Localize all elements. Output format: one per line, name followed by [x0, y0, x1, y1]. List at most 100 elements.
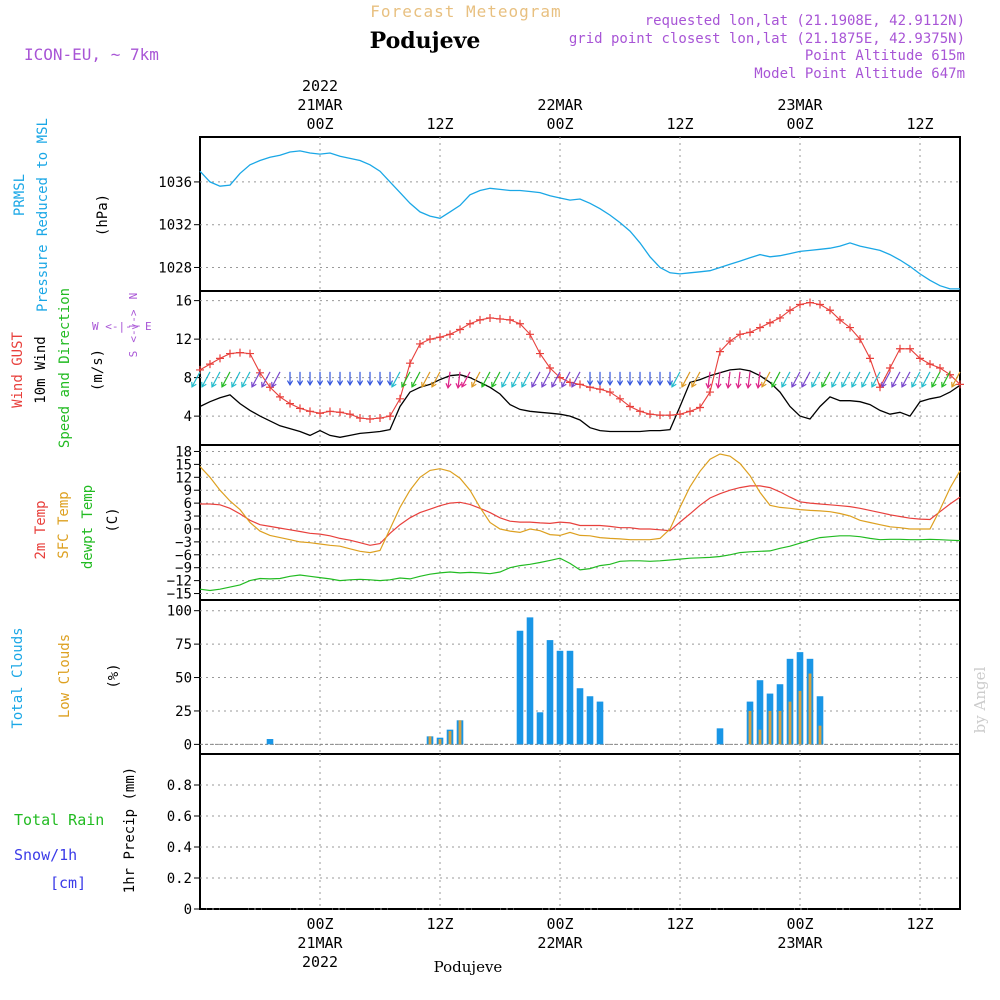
gust-marker	[796, 300, 804, 309]
wind-arrow-head	[626, 380, 634, 387]
wind-arrow-head	[326, 380, 334, 387]
y-tick-label: 1036	[158, 175, 192, 191]
time-label: 00Z	[786, 115, 813, 133]
wind-arrow-head	[801, 381, 807, 388]
wind-arrow-head	[891, 381, 897, 388]
wind-arrow	[431, 371, 441, 388]
wind-arrow	[681, 371, 691, 388]
wind-arrow-head	[691, 381, 697, 388]
gust-marker	[566, 378, 574, 387]
wind-arrow	[211, 371, 221, 388]
y-tick-label: 100	[167, 604, 192, 620]
wind-arrow	[521, 371, 531, 388]
gust-marker	[266, 383, 274, 392]
time-label: 22MAR	[537, 96, 583, 114]
wind-arrow-head	[881, 381, 887, 388]
wind-arrow	[727, 371, 731, 388]
wind-arrow	[491, 371, 501, 388]
wind-arrow	[931, 371, 941, 388]
bar-low-clouds	[788, 701, 792, 745]
wind-arrow	[811, 371, 821, 388]
time-label: 00Z	[306, 915, 333, 933]
wind-arrow-head	[921, 381, 927, 388]
time-label: 00Z	[546, 115, 573, 133]
time-label: 12Z	[426, 915, 453, 933]
wind-arrow-head	[191, 381, 197, 388]
time-label: 12Z	[906, 115, 933, 133]
wind-arrow-head	[671, 381, 677, 388]
watermark: by Angel	[971, 666, 989, 733]
gust-marker	[546, 364, 554, 372]
wind-arrow	[401, 371, 411, 388]
model-name: ICON-EU, ~ 7km	[24, 45, 159, 64]
wind-arrow	[231, 371, 241, 388]
bar-total-clouds	[566, 650, 574, 745]
wind-arrow-head	[551, 381, 557, 388]
bar-total-clouds	[556, 650, 564, 745]
y-tick-label: −9	[175, 561, 192, 577]
gust-marker	[906, 344, 914, 353]
wind-arrow	[781, 371, 791, 388]
wind-arrow-head	[221, 381, 227, 388]
bar-total-clouds	[716, 728, 724, 745]
wind-arrow	[921, 371, 931, 388]
wind-arrow-head	[951, 381, 957, 388]
gridpoint-location: grid point closest lon,lat (21.1875E, 42…	[569, 31, 965, 47]
label-direction: Speed and Direction	[57, 288, 73, 448]
series-pressure	[199, 150, 960, 290]
wind-arrow-head	[336, 380, 344, 387]
gust-marker	[456, 325, 464, 334]
gust-marker	[676, 410, 684, 419]
wind-arrow-head	[656, 380, 664, 387]
wind-arrow	[951, 371, 961, 388]
wind-arrow	[271, 371, 281, 388]
gust-marker	[776, 313, 784, 322]
y-tick-label: −12	[167, 574, 192, 590]
gust-marker	[896, 344, 904, 353]
y-tick-label: 8	[184, 371, 192, 387]
label-clouds-unit: (%)	[106, 663, 122, 688]
y-tick-label: 6	[184, 496, 192, 512]
wind-arrow	[561, 371, 571, 388]
wind-arrow-head	[636, 380, 644, 387]
wind-arrow-head	[755, 383, 762, 390]
model-altitude: Model Point Altitude 647m	[754, 66, 965, 82]
label-pressure: Pressure Reduced to MSL	[35, 118, 51, 312]
wind-arrow-head	[811, 381, 817, 388]
wind-arrow	[881, 371, 891, 388]
y-tick-label: 1028	[158, 260, 192, 276]
gust-marker	[806, 298, 814, 307]
wind-arrow	[891, 371, 901, 388]
y-tick-label: 3	[184, 509, 192, 525]
wind-arrow	[691, 371, 701, 388]
bar-total-clouds	[266, 739, 274, 745]
gust-marker	[306, 407, 314, 416]
label-pressure-unit: (hPa)	[95, 194, 111, 236]
bar-low-clouds	[768, 710, 772, 745]
gust-marker	[866, 354, 874, 363]
wind-arrow-head	[491, 381, 497, 388]
wind-arrow-head	[771, 381, 777, 388]
wind-arrow-head	[346, 380, 354, 387]
wind-arrow-head	[761, 381, 767, 388]
y-tick-label: 0.6	[167, 809, 192, 825]
bar-total-clouds	[546, 640, 554, 745]
time-label: 23MAR	[777, 96, 823, 114]
wind-arrow-head	[201, 381, 207, 388]
wind-arrow-head	[445, 383, 452, 390]
gust-marker	[496, 314, 504, 323]
wind-arrow-head	[251, 381, 257, 388]
label-dewpt: dewpt Temp	[80, 485, 96, 569]
wind-arrow	[717, 371, 721, 388]
wind-arrow-head	[411, 381, 417, 388]
bar-low-clouds	[428, 736, 432, 745]
gust-marker	[816, 300, 824, 309]
bar-total-clouds	[536, 712, 544, 745]
wind-arrow	[871, 371, 881, 388]
y-tick-label: 0	[184, 902, 192, 918]
label-total-clouds: Total Clouds	[10, 627, 26, 728]
wind-arrow-head	[541, 381, 547, 388]
wind-arrow	[791, 371, 801, 388]
gust-marker	[486, 313, 494, 322]
